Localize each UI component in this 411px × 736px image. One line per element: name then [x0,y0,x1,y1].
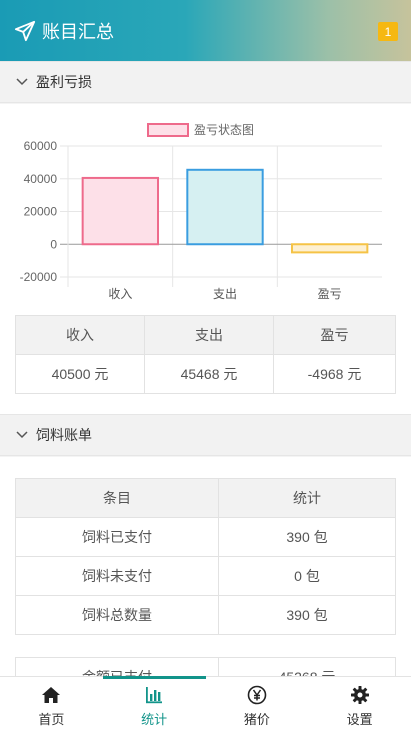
app-header: 账目汇总 1 [0,0,411,61]
bar-2[interactable] [186,168,264,246]
table-row: 饲料未支付 0 包 [15,556,396,596]
profit-loss-chart: 盈亏状态图 60000 40000 20000 0 -20000 收入 支出 盈亏 [20,123,382,301]
tab-label: 猪价 [243,712,270,727]
feed-header-item: 条目 [15,478,219,518]
y-tick-label: -20000 [20,270,58,284]
legend-label: 盈亏状态图 [194,123,254,137]
chevron-down-icon [16,78,28,86]
y-tick-label: 40000 [24,172,58,186]
feed-row-label: 饲料已支付 [15,517,219,557]
summary-table: 收入 支出 盈亏 40500 元 45468 元 -4968 元 [15,315,397,394]
tab-pig-price[interactable]: 猪价 [206,677,309,736]
tab-home[interactable]: 首页 [0,677,103,736]
x-tick-label: 收入 [108,287,132,301]
profit-loss-panel: 盈亏状态图 60000 40000 20000 0 -20000 收入 支出 盈亏 收入 支… [0,104,411,414]
paper-plane-icon [14,20,36,41]
table-row: 饲料已支付 390 包 [15,517,396,557]
y-tick-label: 0 [50,237,57,251]
section-header-profit-loss[interactable]: 盈利亏损 [0,61,411,103]
yen-icon [247,685,267,705]
gear-icon [350,686,369,704]
bar-1[interactable] [81,176,160,246]
feed-row-value: 390 包 [218,595,396,635]
summary-value-expense: 45468 元 [143,354,274,394]
chevron-down-icon [16,431,28,439]
summary-value-profit: -4968 元 [272,354,397,394]
summary-header-income: 收入 [15,315,145,355]
bottom-tab-bar: 首页 统计 猪价 [0,676,411,736]
summary-header-expense: 支出 [143,315,274,355]
bar-chart-icon [146,687,163,704]
tab-label: 设置 [346,712,373,727]
x-tick-label: 支出 [213,287,237,301]
y-tick-label: 60000 [24,139,58,153]
notification-badge[interactable]: 1 [378,22,398,41]
table-row: 饲料总数量 390 包 [15,595,396,635]
feed-table: 条目 统计 饲料已支付 390 包 饲料未支付 0 包 饲料总数量 390 包 [15,478,396,635]
home-icon [42,687,61,703]
tab-label: 统计 [141,712,168,727]
x-tick-label: 盈亏 [318,287,342,301]
feed-row-label: 饲料未支付 [15,556,219,596]
feed-bill-panel: 条目 统计 饲料已支付 390 包 饲料未支付 0 包 饲料总数量 390 包 … [0,457,411,697]
tab-statistics[interactable]: 统计 [102,676,206,736]
feed-row-value: 390 包 [218,517,396,557]
section-title: 盈利亏损 [36,74,92,90]
summary-value-income: 40500 元 [15,354,145,394]
summary-header-profit: 盈亏 [272,315,397,355]
section-header-feed-bill[interactable]: 饲料账单 [0,414,411,456]
tab-settings[interactable]: 设置 [308,677,411,736]
page-title: 账目汇总 [42,21,114,42]
legend-swatch[interactable] [147,123,189,137]
tab-label: 首页 [38,712,65,727]
feed-row-label: 饲料总数量 [15,595,219,635]
feed-header-stat: 统计 [218,478,396,518]
bar-3[interactable] [290,243,369,254]
section-title: 饲料账单 [36,427,92,443]
y-tick-label: 20000 [24,205,58,219]
feed-row-value: 0 包 [218,556,396,596]
